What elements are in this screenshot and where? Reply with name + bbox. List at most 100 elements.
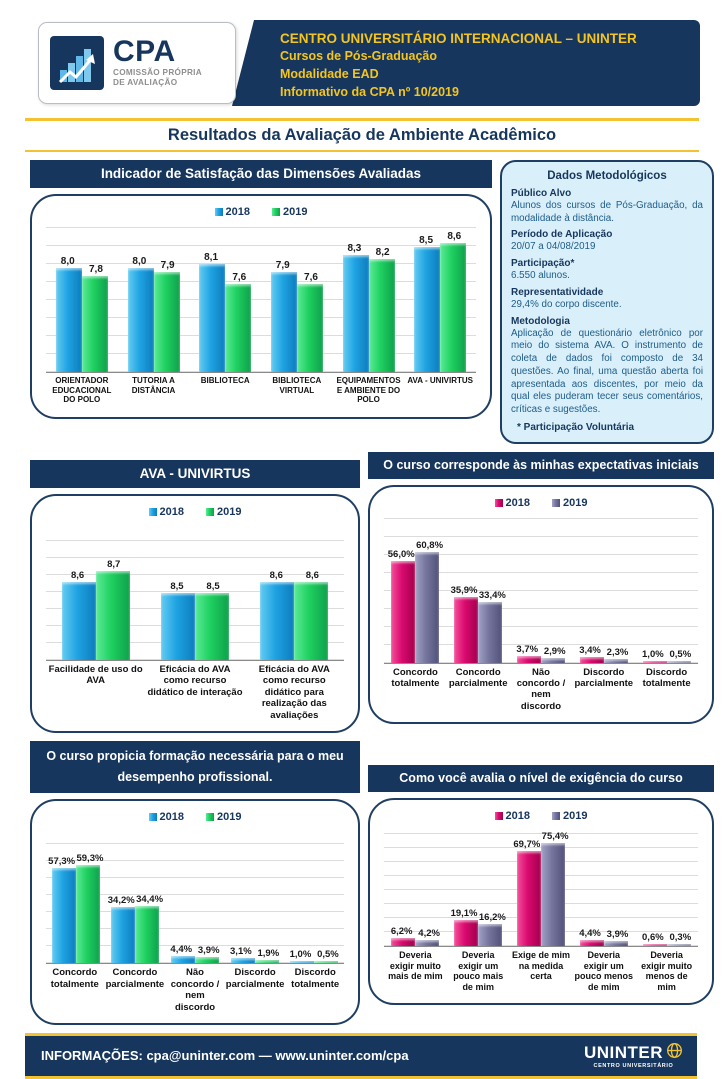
- bar-value-label: 7,9: [275, 260, 290, 272]
- title-rule-top: [25, 118, 699, 121]
- bar-value-label: 60,8%: [416, 539, 444, 551]
- bar-2019: 2,9%: [540, 646, 566, 663]
- methodology-text: Aplicação de questionário eletrônico por…: [511, 327, 703, 416]
- bar-group: 8,3 8,2: [333, 243, 405, 373]
- legend-item-2019: 2019: [272, 206, 307, 218]
- footer-contact-info: INFORMAÇÕES: cpa@uninter.com — www.unint…: [41, 1048, 409, 1064]
- legend-swatch-2018: [494, 498, 503, 507]
- bar-value-label: 3,7%: [516, 643, 539, 655]
- uninter-logo-text: UNINTER: [583, 1043, 663, 1063]
- bar-2019: 7,9: [153, 260, 180, 373]
- row-formacao-exigencia: O curso propicia formação necessária par…: [30, 740, 714, 1025]
- expectativas-section: O curso corresponde às minhas expectativ…: [368, 451, 714, 733]
- bar-2018: 35,9%: [451, 585, 479, 663]
- bar-value-label: 8,5: [170, 580, 184, 592]
- legend-item-2019: 2019: [206, 811, 241, 823]
- bar-2019: 8,7: [95, 559, 130, 660]
- title-rule-bottom: [25, 149, 699, 152]
- bar-2018: 56,0%: [388, 549, 416, 663]
- bar-value-label: 59,3%: [76, 853, 104, 865]
- bar-group: 8,5 8,5: [145, 581, 244, 660]
- category-label: BIBLIOTECA VIRTUAL: [272, 376, 322, 395]
- legend-label: 2018: [505, 496, 530, 509]
- legend-label: 2018: [159, 505, 184, 518]
- bar-group: 3,7% 2,9%: [510, 644, 573, 663]
- legend-swatch-2019: [206, 813, 214, 822]
- bar-2018: 4,4%: [579, 928, 604, 946]
- category-label: Discordo parcialmente: [225, 967, 285, 990]
- satisfaction-header: Indicador de Satisfação das Dimensões Av…: [30, 160, 492, 189]
- bar-2018: 3,4%: [579, 645, 604, 663]
- methodology-title: Dados Metodológicos: [547, 170, 667, 182]
- expectativas-chart: 2018 2019 56,0% 60,8% 35,9% 33,4% 3,7% 2,9% 3,…: [368, 484, 714, 725]
- bar-2019: 60,8%: [415, 540, 443, 663]
- chart-legend: 2018 2019: [46, 504, 344, 520]
- legend-swatch-2018: [214, 208, 223, 217]
- bar-value-label: 2,3%: [606, 646, 629, 658]
- bar-group: 8,6 8,7: [46, 559, 145, 660]
- bar-value-label: 4,2%: [418, 927, 440, 939]
- bar-2018: 8,6: [260, 570, 295, 660]
- bar-value-label: 0,5%: [317, 949, 339, 961]
- bar-2018: 7,9: [270, 260, 297, 373]
- methodology-panel: Dados Metodológicos Público Alvo Alunos …: [500, 160, 714, 444]
- bar-group: 19,1% 16,2%: [447, 908, 510, 946]
- bar-2019: 8,2: [368, 247, 395, 373]
- bar-value-label: 8,0: [60, 256, 75, 268]
- bar-value-label: 8,6: [269, 569, 283, 581]
- cpa-subtitle-line2: DE AVALIAÇÃO: [113, 78, 178, 88]
- category-label: Concordo parcialmente: [448, 666, 508, 690]
- bar-value-label: 34,4%: [136, 894, 164, 906]
- category-label: ORIENTADOR EDUCACIONAL DO POLO: [52, 376, 112, 405]
- bar-2018: 3,7%: [516, 644, 541, 663]
- category-label: Concordo totalmente: [391, 666, 440, 690]
- bar-value-label: 8,6: [305, 569, 319, 581]
- bar-value-label: 0,5%: [669, 648, 692, 660]
- uninter-logo: UNINTER CENTRO UNIVERSITÁRIO: [584, 1042, 683, 1070]
- bar-2018: 8,0: [127, 256, 154, 373]
- bar-value-label: 0,3%: [669, 931, 692, 943]
- legend-swatch-2018: [494, 811, 503, 820]
- category-label: Discordo totalmente: [642, 666, 691, 690]
- bar-value-label: 7,9: [160, 260, 175, 272]
- bar-value-label: 8,3: [347, 243, 362, 255]
- category-label: Eficácia do AVA como recurso didático de…: [147, 663, 243, 698]
- chart-category-axis: ORIENTADOR EDUCACIONAL DO POLO TUTORIA A …: [46, 372, 476, 407]
- chart-category-axis: Facilidade de uso do AVA Eficácia do AVA …: [46, 659, 344, 721]
- category-label: AVA - UNIVIRTUS: [407, 376, 474, 386]
- legend-label: 2019: [217, 505, 242, 518]
- bar-2019: 1,9%: [254, 948, 279, 964]
- cpa-acronym: CPA: [113, 34, 176, 68]
- legend-label: 2018: [225, 206, 250, 219]
- methodology-label: Representatividade: [511, 286, 604, 298]
- bar-2018: 4,4%: [170, 944, 195, 964]
- bar-2019: 7,8: [81, 264, 108, 373]
- methodology-text: 29,4% do corpo discente.: [511, 298, 622, 310]
- bar-2018: 8,3: [342, 243, 369, 373]
- legend-label: 2019: [217, 811, 242, 824]
- legend-swatch-2018: [148, 813, 157, 822]
- bar-2019: 34,4%: [135, 894, 163, 964]
- bar-2019: 16,2%: [478, 912, 506, 946]
- bar-value-label: 8,6: [70, 569, 85, 581]
- category-label: Deveria exigir um pouco mais de mim: [453, 949, 504, 993]
- bar-value-label: 7,6: [232, 272, 247, 284]
- bar-2019: 33,4%: [478, 590, 506, 663]
- chart-plot-area: 57,3% 59,3% 34,2% 34,4% 4,4% 3,9% 3,1% 1,9% 1,0%…: [46, 831, 344, 964]
- legend-item-2018: 2018: [214, 206, 250, 219]
- category-label: Concordo parcialmente: [105, 967, 165, 990]
- category-label: Discordo totalmente: [291, 967, 340, 990]
- chart-legend: 2018 2019: [384, 495, 698, 511]
- bar-2019: 8,6: [440, 231, 467, 373]
- row-satisfaction: Indicador de Satisfação das Dimensões Av…: [30, 160, 714, 444]
- formacao-chart: 2018 2019 57,3% 59,3% 34,2% 34,4% 4,4% 3,9% 3,…: [30, 799, 360, 1025]
- category-label: Eficácia do AVA como recurso didático pa…: [258, 663, 330, 721]
- legend-swatch-2019: [552, 811, 560, 820]
- ava-chart: 2018 2019 8,6 8,7 8,5 8,5 8,6 8,6 Facilidade …: [30, 493, 360, 733]
- bar-value-label: 8,2: [375, 247, 390, 259]
- cpa-subtitle: COMISSÃO PRÓPRIA DE AVALIAÇÃO: [113, 68, 202, 89]
- bar-value-label: 35,9%: [450, 584, 478, 596]
- bar-value-label: 69,7%: [513, 838, 541, 850]
- ava-section: AVA - UNIVIRTUS 2018 2019 8,6 8,7 8,5 8,5 8,…: [30, 452, 360, 733]
- formacao-section: O curso propicia formação necessária par…: [30, 740, 360, 1025]
